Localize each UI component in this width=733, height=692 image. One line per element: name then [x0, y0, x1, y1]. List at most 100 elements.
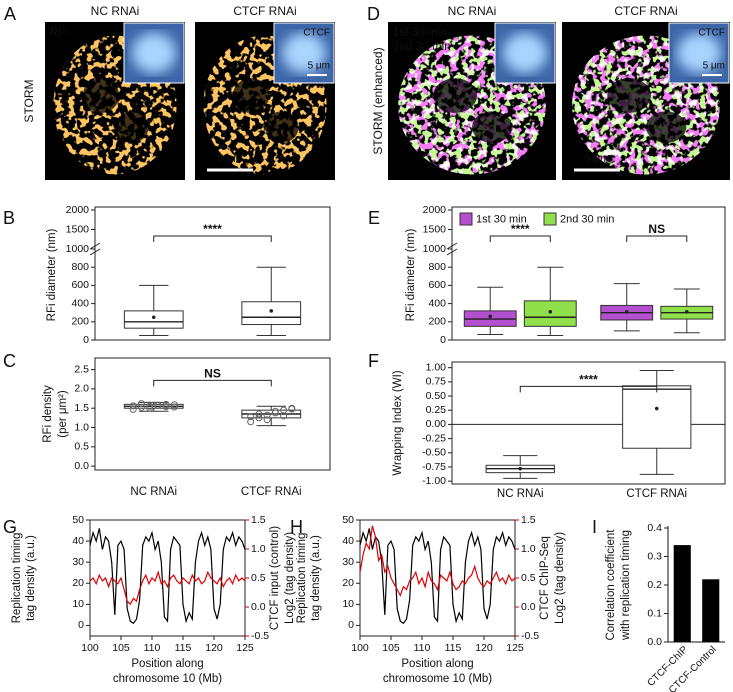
panel-letter: I [592, 517, 597, 537]
legend-swatch [459, 212, 473, 226]
x-tick-label: 100 [81, 642, 99, 654]
plot-frame [451, 361, 726, 485]
y-tick-label: 1.5 [74, 402, 89, 414]
data-point [129, 405, 137, 413]
y-axis-label: Replication timing [11, 533, 23, 624]
y-tick-label: 1.0 [74, 421, 89, 433]
y-tick-label: 0 [83, 334, 89, 346]
significance-bracket [519, 385, 658, 393]
y-tick-label: 600 [428, 279, 446, 291]
y-tick-label: -0.75 [422, 461, 446, 473]
data-point [137, 400, 145, 408]
data-point [271, 407, 279, 415]
nucleolus [646, 111, 687, 143]
x-tick-label: 120 [205, 642, 223, 654]
image-label: 1st 30-min [393, 27, 447, 39]
y2-tick-label: 0.0 [521, 601, 536, 613]
panel-letter: F [368, 351, 379, 371]
y-tick-label: 0.3 [647, 550, 662, 562]
inset-nucleus [677, 33, 721, 73]
data-point [247, 418, 255, 426]
significance-label: NS [204, 367, 221, 381]
y-axis-label: RFi density [42, 385, 54, 443]
x-tick-label: 115 [175, 642, 192, 654]
box [622, 385, 692, 449]
nucleolus [115, 111, 149, 143]
x-axis-label: Position along [131, 658, 203, 670]
series-line [89, 528, 246, 625]
panel-letter: E [368, 208, 380, 228]
data-point [263, 411, 271, 419]
y-tick-label: 2.0 [74, 383, 89, 395]
panel-letter: A [4, 4, 16, 24]
box [123, 310, 184, 329]
mean-marker [548, 309, 553, 314]
inset-label: 5 μm [308, 61, 330, 72]
image-title: NC RNAi [91, 4, 140, 18]
y-tick-label: 20 [72, 577, 84, 589]
y-axis-label: Correlation coefficient [605, 529, 617, 641]
axis-break [446, 242, 458, 250]
y2-tick-label: 0.0 [251, 601, 266, 613]
significance-bracket [626, 235, 688, 242]
y-tick-label: 0.25 [426, 404, 447, 416]
micrograph [45, 22, 185, 180]
nucleolus [265, 111, 299, 143]
y-tick-label: 20 [342, 577, 354, 589]
data-point [154, 402, 162, 410]
axis-break [89, 248, 101, 256]
scale-label: 5 μm [585, 153, 610, 165]
y-axis-label: Replication timing [296, 533, 308, 624]
data-point [146, 402, 154, 410]
series-line [359, 528, 516, 625]
x-tick-label: NC RNAi [497, 488, 544, 500]
significance-bracket [153, 235, 272, 242]
box [241, 301, 302, 326]
y-tick-label: 600 [71, 279, 89, 291]
scale-label: 5 μm [218, 153, 243, 165]
panel-letter: C [3, 351, 16, 371]
mean-marker [518, 466, 523, 471]
data-point [137, 403, 145, 411]
x-tick-label: 125 [236, 642, 254, 654]
y2-axis-label: CTCF input (control) [269, 526, 281, 630]
y-tick-label: 40 [72, 535, 84, 547]
x-tick-label: 110 [414, 642, 431, 654]
x-tick-label: NC RNAi [130, 486, 177, 498]
data-point [146, 404, 154, 412]
y-tick-label: 0.4 [647, 522, 662, 534]
y-axis-label: tag density (a.u.) [310, 535, 322, 621]
significance-label: NS [648, 222, 665, 236]
y-tick-label: 400 [71, 297, 89, 309]
bar [673, 545, 691, 642]
nucleolus [82, 78, 120, 113]
panel-letter: B [3, 208, 15, 228]
y2-tick-label: -0.5 [521, 630, 539, 642]
data-point [255, 414, 263, 422]
plot-frame [94, 357, 331, 471]
mean-marker [488, 314, 493, 319]
mean-marker [624, 309, 629, 314]
y-tick-label: 30 [72, 556, 84, 568]
axis-break [89, 242, 101, 250]
data-point [255, 410, 263, 418]
y-tick-label: 50 [72, 514, 84, 526]
nucleolus [472, 111, 513, 143]
data-point [162, 403, 170, 411]
axis-break [446, 248, 458, 256]
data-point [263, 416, 271, 424]
y-tick-label: 30 [342, 556, 354, 568]
legend-label: 2nd 30 min [560, 213, 614, 225]
y-tick-label: 400 [428, 297, 446, 309]
y-tick-label: 800 [71, 261, 89, 273]
inset-nucleus [282, 33, 326, 73]
inset-label: CTCF [303, 28, 330, 39]
x-tick-label: 120 [475, 642, 493, 654]
panel-letter: D [367, 4, 380, 24]
y-axis-label: (per μm²) [57, 390, 69, 438]
y-tick-label: 0 [78, 619, 84, 631]
row-label: STORM [22, 79, 36, 122]
inset-label: 5 μm [703, 61, 725, 72]
y-tick-label: 200 [71, 316, 89, 328]
mean-marker [684, 309, 689, 314]
